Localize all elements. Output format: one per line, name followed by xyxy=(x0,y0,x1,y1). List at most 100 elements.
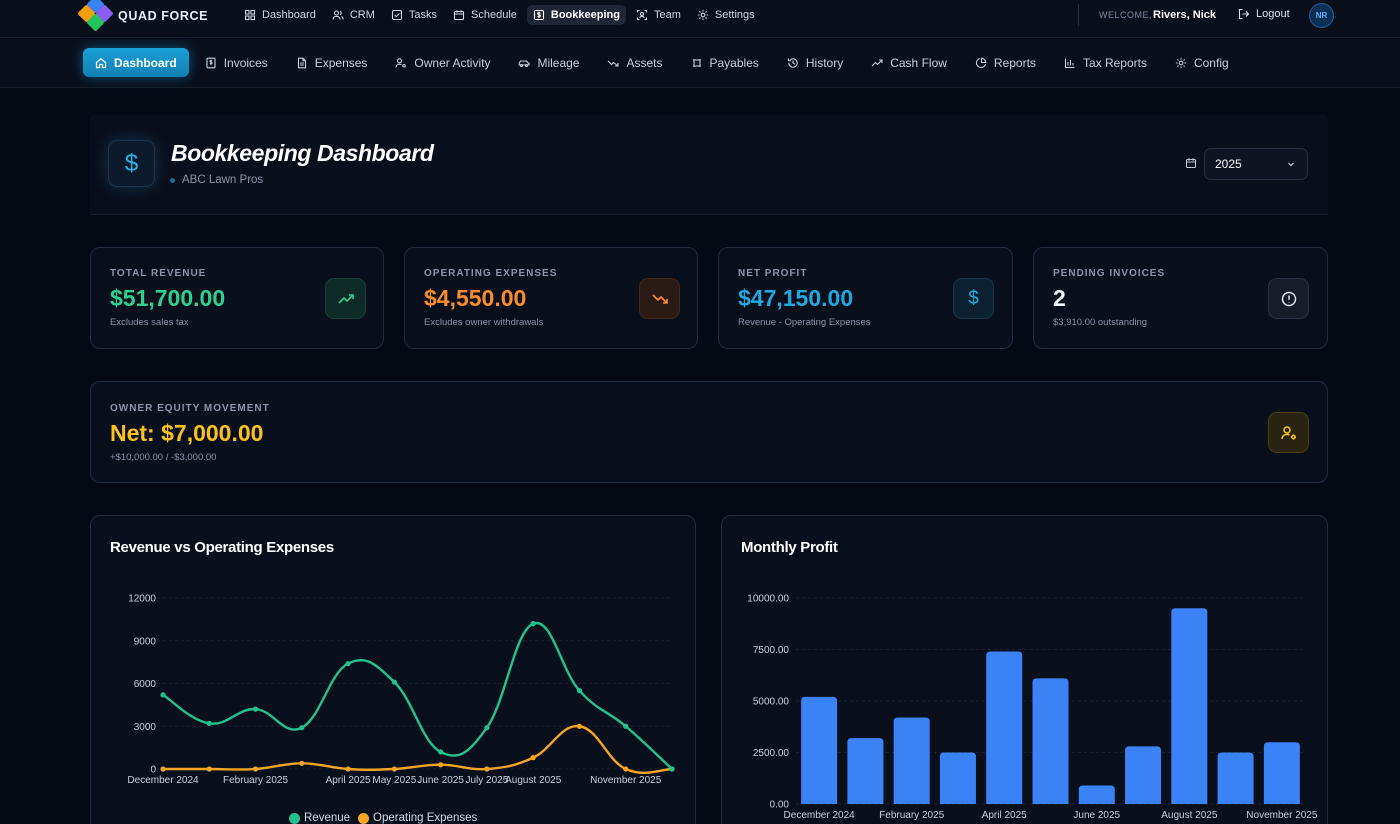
tab-expenses[interactable]: Expenses xyxy=(284,48,380,77)
year-select[interactable]: 2025 xyxy=(1204,148,1308,180)
trend-down-icon xyxy=(639,278,680,319)
tab-label: History xyxy=(805,55,844,70)
company-name: ABC Lawn Pros xyxy=(170,174,263,186)
stat-card-pending-invoices: PENDING INVOICES 2 $3,910.00 outstanding xyxy=(1033,247,1328,349)
stat-value: $47,150.00 xyxy=(738,285,854,311)
tab-label: Tax Reports xyxy=(1082,55,1147,70)
top-nav-settings[interactable]: Settings xyxy=(691,5,761,25)
stat-label: PENDING INVOICES xyxy=(1053,268,1166,279)
top-nav-label: Settings xyxy=(714,9,755,21)
data-point-operating-expenses xyxy=(160,766,166,772)
stat-value: $4,550.00 xyxy=(424,285,527,311)
legend-label: Revenue xyxy=(304,812,351,824)
data-point-operating-expenses xyxy=(623,766,629,772)
tab-mileage[interactable]: Mileage xyxy=(506,48,591,77)
data-point-revenue xyxy=(160,692,166,698)
data-point-revenue xyxy=(484,725,490,731)
data-point-revenue xyxy=(252,706,259,712)
tab-cash-flow[interactable]: Cash Flow xyxy=(859,48,959,77)
home-icon xyxy=(95,57,107,69)
document-icon xyxy=(296,57,308,69)
legend-item-revenue[interactable]: Revenue xyxy=(289,812,350,824)
user-name: Rivers, Nick xyxy=(1153,9,1216,21)
x-tick-label: February 2025 xyxy=(879,810,944,821)
chart-title: Revenue vs Operating Expenses xyxy=(110,539,334,556)
data-point-operating-expenses xyxy=(484,766,490,772)
tab-invoices[interactable]: Invoices xyxy=(193,48,280,77)
page-header: $ Bookkeeping Dashboard ABC Lawn Pros 20… xyxy=(90,114,1328,215)
stat-note: Revenue - Operating Expenses xyxy=(738,317,871,328)
stat-label: OWNER EQUITY MOVEMENT xyxy=(110,403,270,414)
tab-label: Owner Activity xyxy=(414,55,491,70)
x-tick-label: June 2025 xyxy=(1073,810,1120,821)
data-point-operating-expenses xyxy=(530,755,536,761)
x-tick-label: November 2025 xyxy=(590,775,662,786)
logout-button[interactable]: Logout xyxy=(1238,8,1290,20)
monthly-profit-bar-chart: 0.00 2500.00 5000.00 7500.00 10000.00 Decembe… xyxy=(747,594,1318,822)
dollar-file-icon xyxy=(533,9,545,21)
page-title: Bookkeeping Dashboard xyxy=(171,140,434,166)
data-point-revenue xyxy=(345,660,351,667)
data-point-operating-expenses xyxy=(252,766,259,772)
legend-swatch xyxy=(358,812,370,824)
tab-reports[interactable]: Reports xyxy=(963,48,1048,77)
bar-march-2025 xyxy=(939,752,976,804)
chevron-down-icon xyxy=(1285,158,1297,170)
x-tick-label: July 2025 xyxy=(466,775,509,786)
x-tick-label: December 2024 xyxy=(784,810,856,821)
users-icon xyxy=(332,9,344,21)
data-point-revenue xyxy=(391,679,397,685)
bar-december-2024 xyxy=(801,696,838,804)
stat-label: OPERATING EXPENSES xyxy=(424,268,558,279)
data-point-operating-expenses xyxy=(299,760,305,766)
tab-label: Cash Flow xyxy=(890,55,947,70)
tab-history[interactable]: History xyxy=(775,48,855,77)
x-tick-label: February 2025 xyxy=(223,775,288,786)
app-logo[interactable]: QUAD FORCE xyxy=(77,0,209,32)
tab-dashboard[interactable]: Dashboard xyxy=(83,48,189,77)
tab-owner-activity[interactable]: Owner Activity xyxy=(383,48,502,77)
logo-text: QUAD FORCE xyxy=(118,9,209,23)
stat-note: $3,910.00 outstanding xyxy=(1053,317,1148,328)
tab-config[interactable]: Config xyxy=(1163,48,1241,77)
top-nav-team[interactable]: Team xyxy=(630,5,687,25)
dollar-icon: $ xyxy=(953,278,994,319)
bar-february-2025 xyxy=(893,717,930,804)
stat-note: +$10,000.00 / -$3,000.00 xyxy=(110,452,217,463)
y-tick-label: 6000 xyxy=(134,679,157,690)
year-value: 2025 xyxy=(1215,157,1242,171)
data-point-operating-expenses xyxy=(345,766,351,772)
tab-tax-reports[interactable]: Tax Reports xyxy=(1052,48,1159,77)
tab-label: Expenses xyxy=(314,55,368,70)
series-line-operating-expenses xyxy=(163,725,673,774)
data-point-revenue xyxy=(669,766,675,772)
legend-item-operating-expenses[interactable]: Operating Expenses xyxy=(358,812,477,824)
tab-payables[interactable]: Payables xyxy=(679,48,771,77)
top-nav-bookkeeping[interactable]: Bookkeeping xyxy=(526,5,626,25)
bar-november-2025 xyxy=(1263,742,1300,804)
revenue-expenses-chart-card: Revenue vs Operating Expenses 0 3000 6000 9… xyxy=(90,515,696,824)
stat-label: TOTAL REVENUE xyxy=(110,268,207,279)
stat-value: Net: $7,000.00 xyxy=(110,420,264,446)
legend-swatch xyxy=(289,812,300,824)
top-nav: Dashboard CRM Tasks Schedule Bookkeeping… xyxy=(238,5,761,25)
top-nav-crm[interactable]: CRM xyxy=(326,5,381,25)
x-tick-label: December 2024 xyxy=(127,775,199,786)
trend-down-icon xyxy=(607,57,620,69)
y-tick-label: 2500.00 xyxy=(753,748,790,759)
x-tick-label: November 2025 xyxy=(1246,810,1318,821)
data-point-revenue xyxy=(576,688,583,694)
top-nav-label: Team xyxy=(653,9,681,21)
top-nav-dashboard[interactable]: Dashboard xyxy=(238,5,322,25)
tab-label: Reports xyxy=(993,55,1036,70)
trend-up-icon xyxy=(325,278,366,319)
welcome-label: WELCOME, xyxy=(1099,10,1153,20)
user-cog-icon xyxy=(395,57,407,69)
tab-assets[interactable]: Assets xyxy=(595,48,674,77)
top-nav-tasks[interactable]: Tasks xyxy=(385,5,443,25)
y-tick-label: 9000 xyxy=(134,636,157,647)
series-line-revenue xyxy=(162,621,673,770)
top-nav-schedule[interactable]: Schedule xyxy=(447,5,523,25)
avatar[interactable]: NR xyxy=(1309,3,1334,28)
checkbox-icon xyxy=(391,9,403,21)
